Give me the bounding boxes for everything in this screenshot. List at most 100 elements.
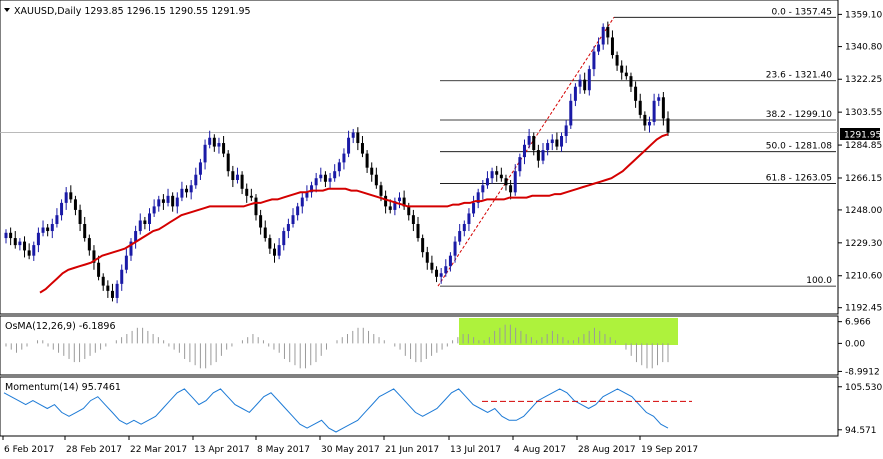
candle-body — [564, 125, 568, 136]
candle-body — [583, 79, 587, 91]
x-axis-label: 28 Feb 2017 — [66, 445, 122, 455]
osma-label: OsMA(12,26,9) -6.1896 — [5, 321, 115, 332]
fib-level-label: 38.2 - 1299.10 — [766, 110, 832, 120]
candle-body — [138, 220, 142, 232]
candle-body — [78, 209, 82, 224]
candle-body — [393, 201, 397, 210]
candle-body — [532, 136, 536, 151]
candle-body — [610, 37, 614, 56]
candle-body — [499, 174, 503, 179]
candle-body — [263, 227, 267, 239]
candle-body — [180, 188, 184, 198]
candle-body — [245, 188, 249, 196]
x-axis-label: 28 Aug 2017 — [578, 445, 636, 455]
candle-body — [536, 150, 540, 161]
candle-body — [430, 262, 434, 270]
fib-level-label: 100.0 — [806, 276, 832, 286]
candle-body — [101, 276, 105, 286]
candle-body — [472, 202, 476, 214]
candle-body — [69, 192, 73, 200]
candle-body — [203, 144, 207, 163]
candle-body — [661, 97, 665, 119]
candle-body — [421, 238, 425, 253]
candle-body — [365, 153, 369, 168]
candle-body — [50, 224, 54, 232]
price-tick-label: 1210.60 — [845, 272, 882, 282]
candle-body — [231, 171, 235, 180]
price-tick-label: 1322.25 — [845, 75, 882, 85]
candle-body — [587, 69, 591, 91]
price-tick-label: 1248.00 — [845, 206, 882, 216]
candle-body — [73, 199, 77, 210]
candle-body — [416, 224, 420, 239]
candle-body — [384, 195, 388, 207]
candle-body — [597, 44, 601, 52]
candle-body — [573, 86, 577, 101]
candle-body — [615, 55, 619, 66]
momentum-panel-frame — [0, 376, 839, 437]
candle-body — [110, 290, 114, 298]
candle-body — [305, 192, 309, 198]
candle-body — [64, 192, 68, 203]
fib-level-label: 50.0 - 1281.08 — [766, 142, 832, 152]
price-tick-label: 1359.10 — [845, 10, 882, 20]
candle-body — [379, 185, 383, 196]
osma-tick-label: 6.966 — [845, 318, 871, 328]
candle-body — [490, 171, 494, 179]
candle-body — [509, 185, 513, 193]
candle-body — [189, 185, 193, 193]
candle-body — [402, 197, 406, 207]
candle-body — [282, 231, 286, 246]
symbol-header: XAUUSD,Daily 1293.85 1296.15 1290.55 129… — [14, 6, 251, 17]
candle-body — [629, 76, 633, 87]
dropdown-triangle-icon[interactable] — [4, 8, 10, 12]
candle-body — [351, 132, 355, 138]
candle-body — [291, 215, 295, 224]
candle-body — [27, 250, 31, 256]
candle-body — [481, 185, 485, 193]
candle-body — [296, 206, 300, 216]
candle-body — [240, 174, 244, 189]
x-axis-label: 19 Sep 2017 — [641, 445, 698, 455]
x-axis-label: 8 May 2017 — [257, 445, 310, 455]
price-tick-label: 1340.80 — [845, 43, 882, 53]
candle-body — [254, 197, 258, 216]
momentum-label: Momentum(14) 95.7461 — [5, 382, 121, 393]
price-tick-label: 1192.45 — [845, 304, 882, 314]
momentum-tick-label: 105.5305 — [845, 383, 883, 393]
candle-body — [55, 215, 59, 224]
candle-body — [323, 174, 327, 182]
candle-body — [476, 192, 480, 203]
candle-body — [569, 100, 573, 126]
candle-body — [518, 157, 522, 172]
candle-body — [235, 174, 239, 180]
candle-body — [467, 213, 471, 224]
x-axis-label: 21 Jun 2017 — [385, 445, 439, 455]
candle-body — [222, 143, 226, 154]
candle-body — [550, 139, 554, 144]
candle-body — [578, 79, 582, 87]
candle-body — [425, 252, 429, 263]
candle-body — [462, 224, 466, 232]
candle-body — [541, 150, 545, 161]
candle-body — [647, 121, 651, 126]
candle-body — [624, 72, 628, 77]
candle-body — [259, 215, 263, 228]
candle-body — [198, 162, 202, 175]
candle-body — [347, 137, 351, 154]
fib-trendline — [437, 17, 615, 287]
x-axis-label: 13 Apr 2017 — [194, 445, 250, 455]
candle-body — [120, 269, 124, 284]
candle-body — [268, 238, 272, 249]
candle-body — [504, 178, 508, 186]
momentum-line — [3, 388, 669, 433]
osma-tick-label: 0.00 — [845, 339, 865, 349]
candle-body — [300, 197, 304, 207]
price-tick-label: 1303.55 — [845, 108, 882, 118]
current-price-label: 1291.95 — [844, 131, 881, 141]
candle-body — [134, 231, 138, 242]
candle-body — [485, 178, 489, 186]
candle-body — [620, 65, 624, 73]
